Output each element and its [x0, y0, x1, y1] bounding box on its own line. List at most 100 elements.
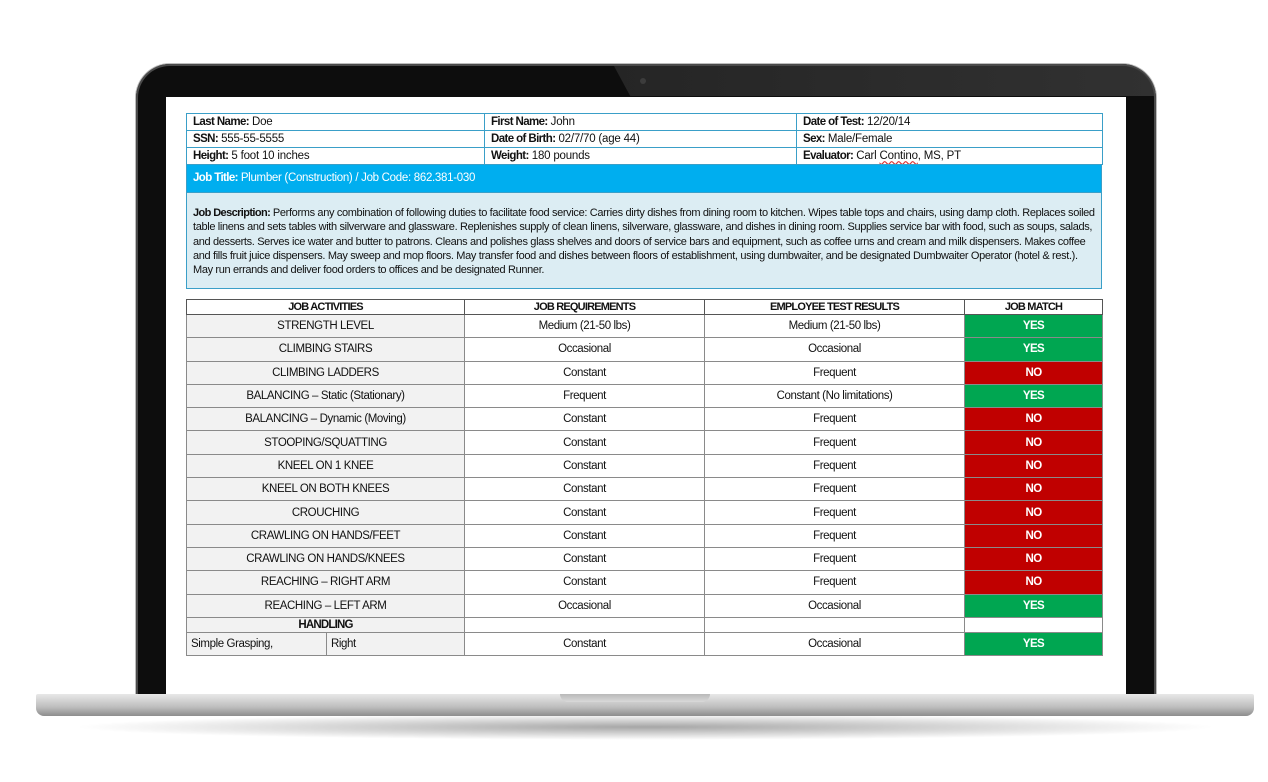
match-cell: NO	[964, 407, 1104, 432]
match-cell: NO	[964, 453, 1104, 479]
activity-cell: CROUCHING	[185, 500, 466, 525]
result-cell: Constant (No limitations)	[704, 383, 966, 409]
dob-cell: Date of Birth: 02/7/70 (age 44)	[484, 130, 797, 148]
table-row: Simple Grasping, Right Constant Occasional Y…	[186, 631, 1104, 657]
activity-cell: KNEEL ON 1 KNEE	[185, 453, 466, 479]
requirement-cell: Constant	[464, 407, 706, 432]
requirement-cell: Constant	[464, 546, 706, 572]
camera-icon	[640, 78, 646, 84]
match-cell: YES	[964, 631, 1104, 657]
requirement-cell: Constant	[464, 477, 706, 502]
table-row: STOOPING/SQUATTING Constant Frequent NO	[185, 430, 1104, 455]
activity-cell: Simple Grasping,	[186, 631, 327, 657]
laptop-screen: Last Name: Doe First Name: John Date of …	[166, 97, 1126, 694]
match-cell: YES	[964, 593, 1104, 618]
match-cell: NO	[964, 523, 1104, 548]
result-cell: Frequent	[704, 360, 966, 385]
col-job-activities: JOB ACTIVITIES	[185, 299, 466, 315]
activity-cell: BALANCING – Dynamic (Moving)	[185, 407, 466, 432]
evaluator-cell: Evaluator: Carl Contino, MS, PT	[796, 147, 1103, 165]
side-cell: Right	[325, 631, 466, 657]
date-of-test-cell: Date of Test: 12/20/14	[796, 113, 1103, 131]
evaluation-document: Last Name: Doe First Name: John Date of …	[185, 113, 1104, 657]
match-cell: NO	[964, 430, 1104, 455]
activity-cell: CRAWLING ON HANDS/FEET	[185, 523, 466, 548]
activity-cell: KNEEL ON BOTH KNEES	[185, 477, 466, 502]
result-cell: Frequent	[704, 430, 966, 455]
activity-cell: REACHING – RIGHT ARM	[185, 570, 466, 595]
activity-cell: BALANCING – Static (Stationary)	[185, 383, 466, 409]
table-row: REACHING – RIGHT ARM Constant Frequent NO	[185, 570, 1104, 595]
result-cell: Frequent	[704, 523, 966, 548]
table-row: REACHING – LEFT ARM Occasional Occasional Y…	[185, 593, 1104, 618]
match-cell: YES	[964, 383, 1104, 409]
activity-cell: CLIMBING LADDERS	[185, 360, 466, 385]
table-row: STRENGTH LEVEL Medium (21-50 lbs) Medium (…	[185, 313, 1104, 339]
match-cell: NO	[964, 546, 1104, 572]
first-name-cell: First Name: John	[484, 113, 797, 131]
laptop-base	[36, 694, 1254, 716]
table-row: KNEEL ON BOTH KNEES Constant Frequent NO	[185, 477, 1104, 502]
empty-cell	[704, 616, 966, 633]
weight-cell: Weight: 180 pounds	[484, 147, 797, 165]
match-cell: NO	[964, 570, 1104, 595]
job-activities-table: JOB ACTIVITIES JOB REQUIREMENTS EMPLOYEE…	[185, 299, 1104, 657]
requirement-cell: Constant	[464, 523, 706, 548]
table-header-row: JOB ACTIVITIES JOB REQUIREMENTS EMPLOYEE…	[185, 299, 1104, 315]
last-name-cell: Last Name: Doe	[186, 113, 485, 131]
requirement-cell: Constant	[464, 430, 706, 455]
empty-cell	[464, 616, 706, 633]
table-row: CROUCHING Constant Frequent NO	[185, 500, 1104, 525]
result-cell: Occasional	[704, 631, 966, 657]
result-cell: Occasional	[704, 593, 966, 618]
result-cell: Frequent	[704, 453, 966, 479]
handling-row: HANDLING	[185, 616, 1104, 633]
activity-cell: REACHING – LEFT ARM	[185, 593, 466, 618]
requirement-cell: Constant	[464, 631, 706, 657]
col-job-requirements: JOB REQUIREMENTS	[464, 299, 706, 315]
job-title-bar: Job Title: Plumber (Construction) / Job …	[186, 165, 1102, 193]
table-row: KNEEL ON 1 KNEE Constant Frequent NO	[185, 453, 1104, 479]
laptop-notch	[560, 694, 710, 702]
info-row: SSN: 555-55-5555 Date of Birth: 02/7/70 …	[186, 130, 1103, 148]
requirement-cell: Constant	[464, 500, 706, 525]
requirement-cell: Occasional	[464, 337, 706, 362]
match-cell: NO	[964, 500, 1104, 525]
activity-cell: STRENGTH LEVEL	[185, 313, 466, 339]
result-cell: Frequent	[704, 570, 966, 595]
result-cell: Occasional	[704, 337, 966, 362]
result-cell: Frequent	[704, 477, 966, 502]
requirement-cell: Occasional	[464, 593, 706, 618]
match-cell: NO	[964, 360, 1104, 385]
result-cell: Frequent	[704, 500, 966, 525]
table-row: BALANCING – Static (Stationary) Frequent C…	[185, 383, 1104, 409]
match-cell: NO	[964, 477, 1104, 502]
table-row: BALANCING – Dynamic (Moving) Constant Freq…	[185, 407, 1104, 432]
height-cell: Height: 5 foot 10 inches	[186, 147, 485, 165]
info-row: Height: 5 foot 10 inches Weight: 180 pou…	[186, 147, 1103, 165]
patient-info-table: Last Name: Doe First Name: John Date of …	[186, 113, 1103, 165]
table-row: CRAWLING ON HANDS/FEET Constant Frequent NO	[185, 523, 1104, 548]
activity-cell: CRAWLING ON HANDS/KNEES	[185, 546, 466, 572]
col-job-match: JOB MATCH	[964, 299, 1104, 315]
ssn-cell: SSN: 555-55-5555	[186, 130, 485, 148]
match-cell: YES	[964, 337, 1104, 362]
match-cell: YES	[964, 313, 1104, 339]
empty-cell	[964, 616, 1104, 633]
laptop-shadow	[70, 714, 1220, 740]
requirement-cell: Constant	[464, 360, 706, 385]
result-cell: Frequent	[704, 546, 966, 572]
requirement-cell: Frequent	[464, 383, 706, 409]
requirement-cell: Constant	[464, 570, 706, 595]
requirement-cell: Constant	[464, 453, 706, 479]
activity-cell: STOOPING/SQUATTING	[185, 430, 466, 455]
col-employee-test-results: EMPLOYEE TEST RESULTS	[704, 299, 966, 315]
requirement-cell: Medium (21-50 lbs)	[464, 313, 706, 339]
table-row: CRAWLING ON HANDS/KNEES Constant Frequent N…	[185, 546, 1104, 572]
table-row: CLIMBING LADDERS Constant Frequent NO	[185, 360, 1104, 385]
sex-cell: Sex: Male/Female	[796, 130, 1103, 148]
activity-cell: CLIMBING STAIRS	[185, 337, 466, 362]
result-cell: Medium (21-50 lbs)	[704, 313, 966, 339]
table-row: CLIMBING STAIRS Occasional Occasional YES	[185, 337, 1104, 362]
handling-label: HANDLING	[185, 616, 466, 633]
